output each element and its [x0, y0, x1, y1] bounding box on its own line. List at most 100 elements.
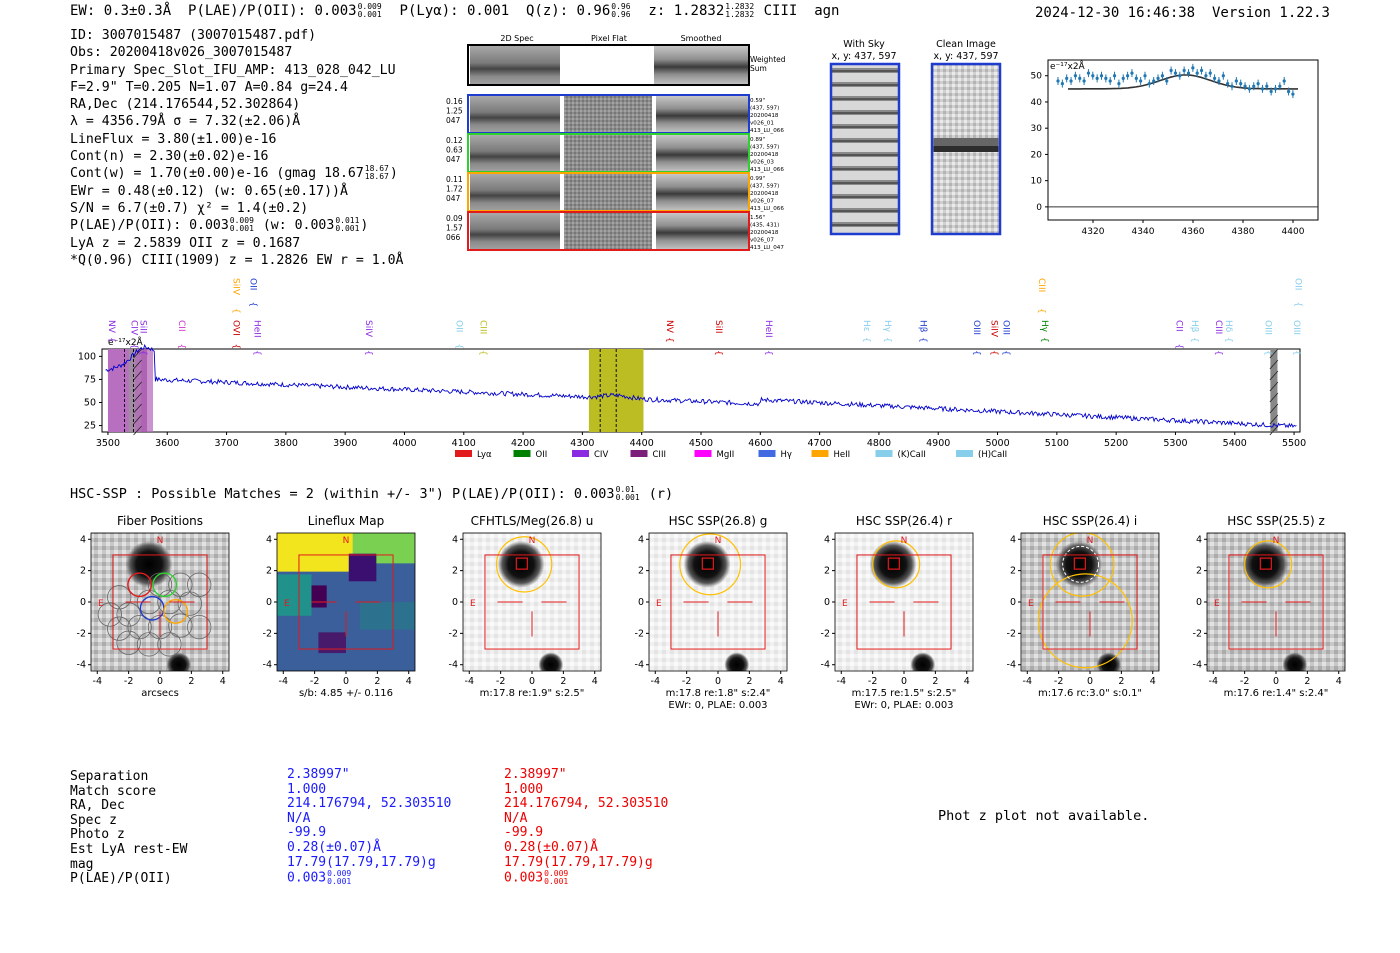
cutout-right-label: 20200418 — [750, 230, 779, 236]
legend-label: MgII — [717, 450, 735, 460]
spectrum-scale-label: e⁻¹⁷x2Å — [108, 336, 144, 348]
panel-x-tick-label: -2 — [1240, 676, 1249, 687]
match-label: Est LyA rest-EW — [70, 841, 188, 857]
spectrum-x-tick-label: 3800 — [274, 438, 298, 449]
hatch-mark — [1269, 414, 1279, 425]
north-label: N — [157, 536, 164, 546]
datetime: 2024-12-30 16:46:38 — [1034, 5, 1196, 21]
panel-title: HSC SSP(26.4) r — [856, 514, 952, 528]
legend-swatch — [513, 450, 531, 457]
zoom-data-point — [1208, 71, 1212, 75]
cutout-smooth — [656, 213, 748, 249]
line-id-text: Hδ — [1223, 320, 1233, 333]
qz-hi: 0.96 — [611, 2, 631, 11]
hatch-mark — [133, 392, 142, 403]
info-obs: Obs: 20200418v026_3007015487 — [70, 45, 293, 61]
zoom-data-point — [1143, 74, 1147, 78]
full-spectrum-chart: 25 50 75 100 3500 3600 3700 3800 3900 4000 4100 420… — [78, 278, 1306, 460]
line-id-brace: { — [1039, 337, 1049, 343]
line-id-label: Hε { — [861, 320, 871, 343]
qz-value: Q(z): 0.96 — [525, 3, 611, 19]
aperture-circle — [495, 536, 553, 593]
panel-y-tick-label: 2 — [824, 566, 830, 577]
line-id-label: SiII { — [713, 320, 723, 356]
image-panel: Fiber Positions N E -4 -4 -2 -2 0 0 2 2 4 4 arcsecs — [77, 514, 230, 699]
aperture-dashed — [1062, 545, 1100, 583]
cutout-left-label: 047 — [446, 155, 461, 164]
hatch-mark — [1269, 381, 1279, 392]
cutout-smooth — [656, 135, 748, 171]
match-value: 1.000 — [504, 781, 544, 797]
panel-y-tick-label: 4 — [452, 534, 458, 545]
panel-y-tick-label: 0 — [824, 597, 830, 608]
line-id-label: HeII { — [763, 320, 773, 356]
panel-x-tick-label: 2 — [746, 676, 752, 687]
spectrum-x-tick-label: 5500 — [1282, 438, 1306, 449]
panel-x-tick-label: 4 — [220, 676, 226, 687]
legend-label: Hγ — [781, 450, 792, 460]
legend-swatch — [694, 450, 712, 457]
zoom-y-tick-label: 10 — [1031, 177, 1043, 187]
cutout-right-label: 20200418 — [750, 191, 779, 197]
line-id-label: Hγ { — [882, 320, 892, 343]
plae-info-hi: 0.009 — [229, 216, 254, 226]
spectrum-x-tick-label: 5400 — [1223, 438, 1247, 449]
panel-y-tick-label: 2 — [266, 566, 272, 577]
panel-x-tick-label: 4 — [778, 676, 784, 687]
info-ewr: EWr = 0.48(±0.12) (w: 0.65(±0.17))Å — [70, 183, 348, 199]
hatch-mark — [1269, 392, 1279, 403]
bright-star — [497, 540, 545, 588]
line-id-label: SiIV { — [363, 320, 373, 356]
east-label: E — [98, 599, 104, 609]
spectrum-x-tick-label: 3600 — [155, 438, 179, 449]
zoom-data-point — [1126, 74, 1130, 78]
line-id-label: OIII { — [1263, 320, 1273, 356]
panel-y-tick-label: 4 — [638, 534, 644, 545]
line-id-label: CIII { — [1213, 320, 1223, 356]
panel-x-tick-label: -2 — [682, 676, 691, 687]
east-label: E — [284, 599, 290, 609]
line-id-text: OII — [247, 278, 257, 290]
zoom-data-point — [1230, 84, 1234, 88]
panel-y-tick-label: -2 — [77, 628, 86, 639]
version: Version 1.22.3 — [1211, 5, 1330, 21]
image-panel: HSC SSP(26.8) g N E -4 -4 -2 -2 0 0 2 2 4 4 m:17.8 re… — [635, 514, 788, 711]
fiber-circle — [116, 630, 141, 655]
zoom-data-point — [1221, 74, 1225, 78]
line-id-text: NV — [106, 320, 116, 334]
legend-label: (H)CaII — [978, 450, 1007, 460]
panel-caption: m:17.6 re:1.4" s:2.4" — [1224, 688, 1329, 699]
line-id-text: OIII — [1000, 320, 1010, 335]
line-id-label: SiIV { — [231, 278, 241, 314]
cutout-right-label: v026_01 — [750, 121, 774, 127]
zoom-data-point — [1073, 74, 1077, 78]
zoom-data-point — [1186, 71, 1191, 75]
zoom-data-point — [1065, 76, 1069, 80]
aperture-circle — [1244, 540, 1293, 589]
panel-caption: m:17.8 re:1.8" s:2.4" — [666, 688, 771, 699]
info-qline: *Q(0.96) CIII(1909) z = 1.2826 EW r = 1.… — [70, 252, 404, 268]
line-id-label: CII { — [1174, 320, 1184, 349]
line-id-text: SiII — [713, 320, 723, 334]
line-id-brace: { — [129, 344, 139, 350]
cutout-right-label: (437, 597) — [750, 145, 779, 151]
cutout-right-label: 20200418 — [750, 113, 779, 119]
col-flat-label: Pixel Flat — [591, 34, 627, 43]
fiber-circle — [168, 613, 193, 638]
zoom-data-point — [1165, 79, 1169, 83]
line-id-label: Hδ { — [1223, 320, 1233, 343]
cutout-left-label: 0.63 — [446, 146, 463, 155]
panel-x-tick-label: 0 — [157, 676, 163, 687]
line-id-brace: { — [763, 350, 773, 356]
zoom-spectrum-chart: 0 10 20 30 40 50 4320 4340 4360 4380 4400 e⁻¹⁷x2Å — [1031, 59, 1319, 235]
info-sn: S/N = 6.7(±0.7) χ² = 1.4(±0.2) — [70, 200, 309, 216]
cutout-right-label: v026_03 — [750, 160, 774, 166]
zoom-data-point — [1108, 79, 1112, 83]
line-id-text: OVI — [231, 320, 241, 336]
aperture-circle — [679, 533, 742, 596]
spectrum-curve — [105, 343, 1297, 429]
cutout-right-label: (435, 431) — [750, 223, 779, 229]
line-id-text: OIII — [1291, 320, 1301, 335]
panel-x-tick-label: 2 — [1118, 676, 1124, 687]
